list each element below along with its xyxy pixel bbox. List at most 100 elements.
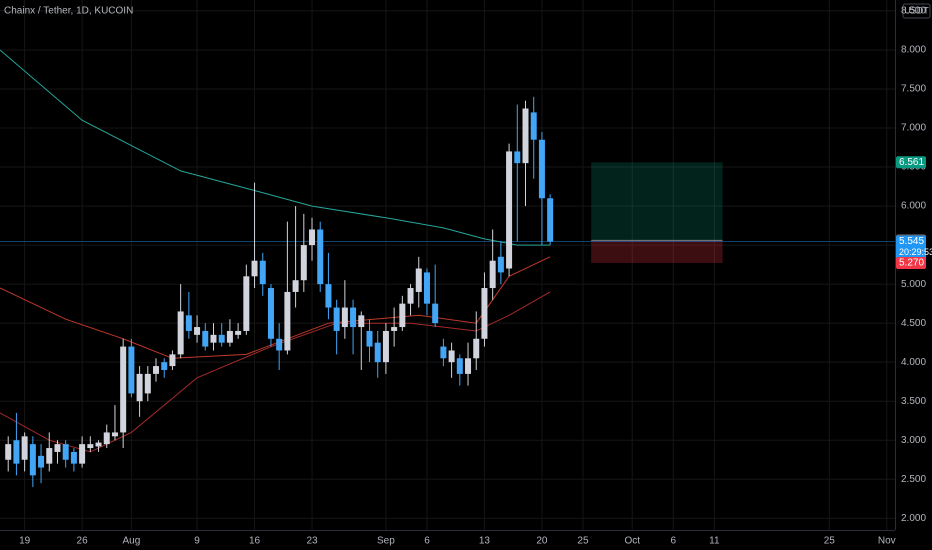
x-tick-label: 23 bbox=[306, 536, 318, 547]
candle-body bbox=[185, 315, 192, 331]
candle-body bbox=[21, 436, 28, 460]
candle-body bbox=[350, 307, 357, 328]
candle-body bbox=[497, 256, 504, 273]
x-tick-label: 6 bbox=[671, 536, 677, 547]
currency-badge[interactable] bbox=[902, 3, 931, 19]
x-tick-label: 16 bbox=[249, 536, 261, 547]
x-tick-label: Oct bbox=[624, 536, 640, 547]
x-tick-label: 26 bbox=[77, 536, 89, 547]
candle-body bbox=[407, 288, 414, 304]
candle-body bbox=[5, 444, 12, 460]
y-tick-label: 2.500 bbox=[901, 474, 926, 485]
target-badge bbox=[896, 156, 926, 169]
candle-body bbox=[226, 330, 233, 343]
candle-body bbox=[111, 432, 118, 437]
candle-body bbox=[317, 229, 324, 285]
candle-body bbox=[218, 334, 225, 343]
candle-body bbox=[120, 346, 127, 433]
candle-body bbox=[489, 260, 496, 289]
currency-label[interactable]: USDT bbox=[904, 5, 929, 15]
y-tick-label: 6.000 bbox=[901, 201, 926, 212]
candle-body bbox=[70, 451, 77, 464]
y-tick-label: 4.000 bbox=[901, 357, 926, 368]
last-price-label: 5.545 bbox=[899, 236, 924, 247]
candle-body bbox=[29, 444, 36, 476]
candle-body bbox=[54, 444, 61, 452]
candle-body bbox=[300, 245, 307, 281]
x-tick-label: 9 bbox=[194, 536, 200, 547]
candle-body bbox=[473, 338, 480, 359]
candle-body bbox=[448, 350, 455, 363]
candle-body bbox=[292, 280, 299, 292]
x-tick-label: Aug bbox=[122, 536, 140, 547]
candle-body bbox=[13, 440, 20, 464]
candle-body bbox=[202, 330, 209, 347]
candle-body bbox=[267, 288, 274, 339]
candle-body bbox=[62, 444, 69, 460]
candle-body bbox=[391, 327, 398, 331]
candle-body bbox=[333, 307, 340, 331]
x-tick-label: 19 bbox=[19, 536, 31, 547]
target-zone bbox=[591, 162, 723, 241]
candle-body bbox=[382, 330, 389, 363]
countdown: 20:29:53 bbox=[899, 247, 932, 257]
candle-body bbox=[538, 139, 545, 199]
candle-body bbox=[103, 432, 110, 445]
candle-body bbox=[440, 346, 447, 359]
x-tick-label: 13 bbox=[479, 536, 491, 547]
candle-body bbox=[399, 303, 406, 328]
candle-body bbox=[194, 327, 201, 335]
x-tick-label: 25 bbox=[577, 536, 589, 547]
x-tick-label: 11 bbox=[709, 536, 720, 547]
candle-body bbox=[128, 346, 135, 394]
candle-body bbox=[259, 260, 266, 285]
candle-body bbox=[46, 448, 53, 464]
candle-body bbox=[79, 444, 86, 464]
candle-body bbox=[358, 315, 365, 328]
candle-body bbox=[144, 373, 151, 394]
candle-body bbox=[481, 288, 488, 339]
y-tick-label: 3.500 bbox=[901, 396, 926, 407]
x-tick-label: 6 bbox=[424, 536, 430, 547]
candle-body bbox=[251, 260, 258, 277]
candle-body bbox=[341, 307, 348, 328]
x-tick-label: Nov bbox=[878, 536, 896, 547]
candle-body bbox=[284, 291, 291, 351]
candle-body bbox=[161, 362, 168, 370]
y-tick-label: 3.000 bbox=[901, 435, 926, 446]
candle-body bbox=[87, 444, 94, 449]
y-tick-label: 2.000 bbox=[901, 513, 926, 524]
target-label: 6.561 bbox=[899, 157, 924, 168]
candle-body bbox=[235, 330, 242, 335]
candle-body bbox=[432, 303, 439, 324]
y-tick-label: 5.000 bbox=[901, 279, 926, 290]
candle-body bbox=[366, 330, 373, 347]
y-tick-label: 4.500 bbox=[901, 318, 926, 329]
y-tick-label: 7.500 bbox=[901, 84, 926, 95]
y-tick-label: 8.000 bbox=[901, 45, 926, 56]
candle-body bbox=[177, 311, 184, 355]
candle-body bbox=[309, 229, 316, 246]
candle-body bbox=[38, 455, 45, 468]
candle-body bbox=[325, 284, 332, 308]
candle-body bbox=[136, 373, 143, 402]
candle-body bbox=[522, 108, 529, 164]
last-price-badge bbox=[896, 235, 926, 260]
candle-body bbox=[95, 442, 102, 447]
candle-body bbox=[276, 338, 283, 351]
stop-badge bbox=[896, 257, 926, 270]
y-tick-label: 7.000 bbox=[901, 123, 926, 134]
candle-body bbox=[169, 354, 176, 367]
candle-body bbox=[506, 151, 513, 269]
stop-label: 5.270 bbox=[899, 258, 924, 269]
candle-body bbox=[374, 342, 381, 363]
candle-body bbox=[530, 112, 537, 140]
x-tick-label: 20 bbox=[536, 536, 548, 547]
x-tick-label: 25 bbox=[824, 536, 836, 547]
chart-title: Chainx / Tether, 1D, KUCOIN bbox=[4, 6, 133, 17]
candle-body bbox=[465, 358, 472, 374]
y-tick-label: 8.500 bbox=[901, 6, 926, 17]
candle-body bbox=[153, 366, 160, 374]
x-tick-label: Sep bbox=[377, 536, 395, 547]
